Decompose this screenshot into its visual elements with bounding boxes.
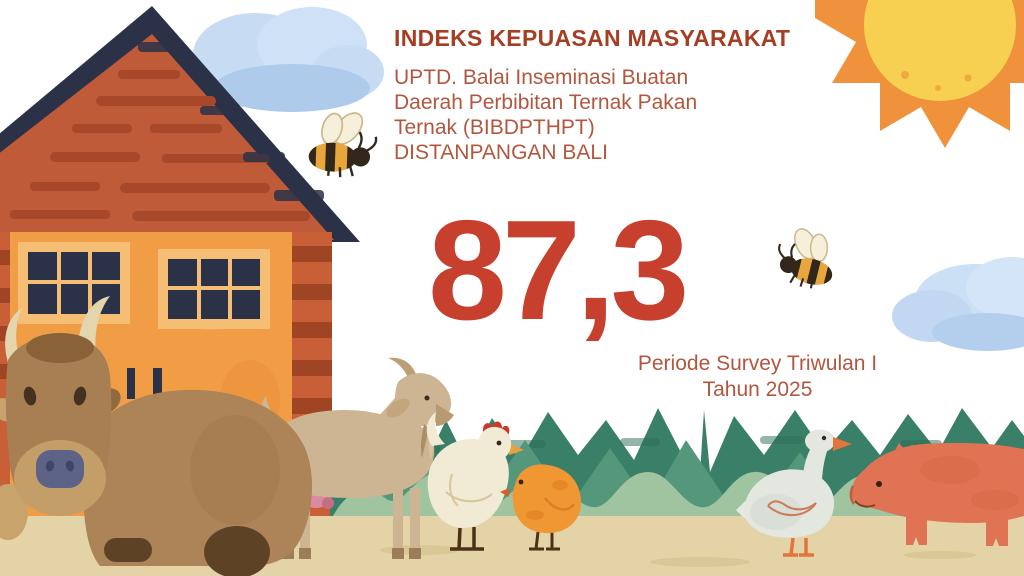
organization-line-2: Daerah Perbibitan Ternak Pakan	[394, 91, 698, 114]
chick-illustration	[500, 464, 582, 551]
barn-house-illustration	[0, 6, 360, 522]
survey-period-line-1: Periode Survey Triwulan I	[637, 352, 878, 375]
organization-line-1: UPTD. Balai Inseminasi Buatan	[394, 66, 689, 89]
bee-icon-right	[776, 224, 840, 292]
cloud-icon-left	[180, 7, 384, 112]
organization-name: UPTD. Balai Inseminasi Buatan Daerah Per…	[394, 65, 697, 165]
bush-front-row	[330, 471, 1024, 522]
poster-title: INDEKS KEPUASAN MASYARAKAT	[394, 25, 791, 51]
roof-texture	[10, 70, 310, 221]
hen-illustration	[426, 412, 524, 551]
organization-line-4: DISTANPANGAN BALI	[394, 141, 608, 164]
door-slit	[153, 368, 162, 402]
score-value: 87,3	[428, 191, 689, 350]
survey-period: Periode Survey Triwulan I Tahun 2025	[600, 351, 915, 403]
survey-period-line-2: Tahun 2025	[702, 378, 813, 401]
cow-illustration	[0, 296, 313, 576]
sun-icon	[815, 0, 1024, 148]
roof-grunge	[138, 42, 324, 201]
barn-window-right	[158, 249, 270, 329]
barn-window-left	[18, 242, 130, 324]
cloud-icon-right	[892, 257, 1024, 351]
bee-icon-left	[300, 100, 382, 186]
goose-illustration	[736, 429, 852, 557]
organization-line-3: Ternak (BIBDPTHPT)	[394, 116, 595, 139]
door-slit	[127, 368, 135, 399]
pig-illustration	[849, 443, 1024, 546]
